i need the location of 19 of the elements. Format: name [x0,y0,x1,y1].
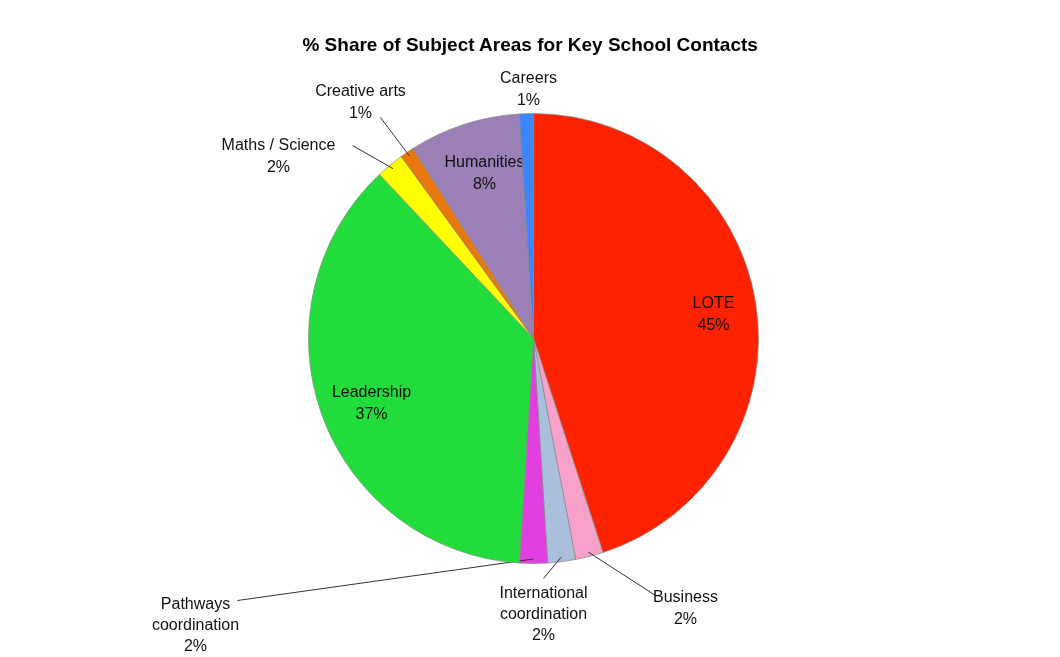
data-label: 45% [697,315,730,333]
slice-label: Humanities [444,153,525,171]
slice-label: Maths / Science [221,136,336,154]
data-label: 2% [531,626,556,644]
chart-title: % Share of Subject Areas for Key School Contacts [302,34,758,55]
data-label: 1% [348,103,373,121]
slice-label: Pathways coordination [151,594,240,633]
slice-label: Creative arts [315,82,406,100]
slice-label: Leadership [331,383,412,401]
slice-label: Careers [500,69,557,87]
data-label: 8% [472,174,497,192]
data-label: 37% [355,404,388,422]
data-label: 2% [673,609,698,627]
slice-label: LOTE [692,294,735,312]
slice-label: International coordination [499,583,588,622]
slice-label: Business [653,588,718,606]
data-label: 2% [183,637,208,655]
data-label: 1% [516,90,541,108]
data-label: 2% [266,157,291,175]
